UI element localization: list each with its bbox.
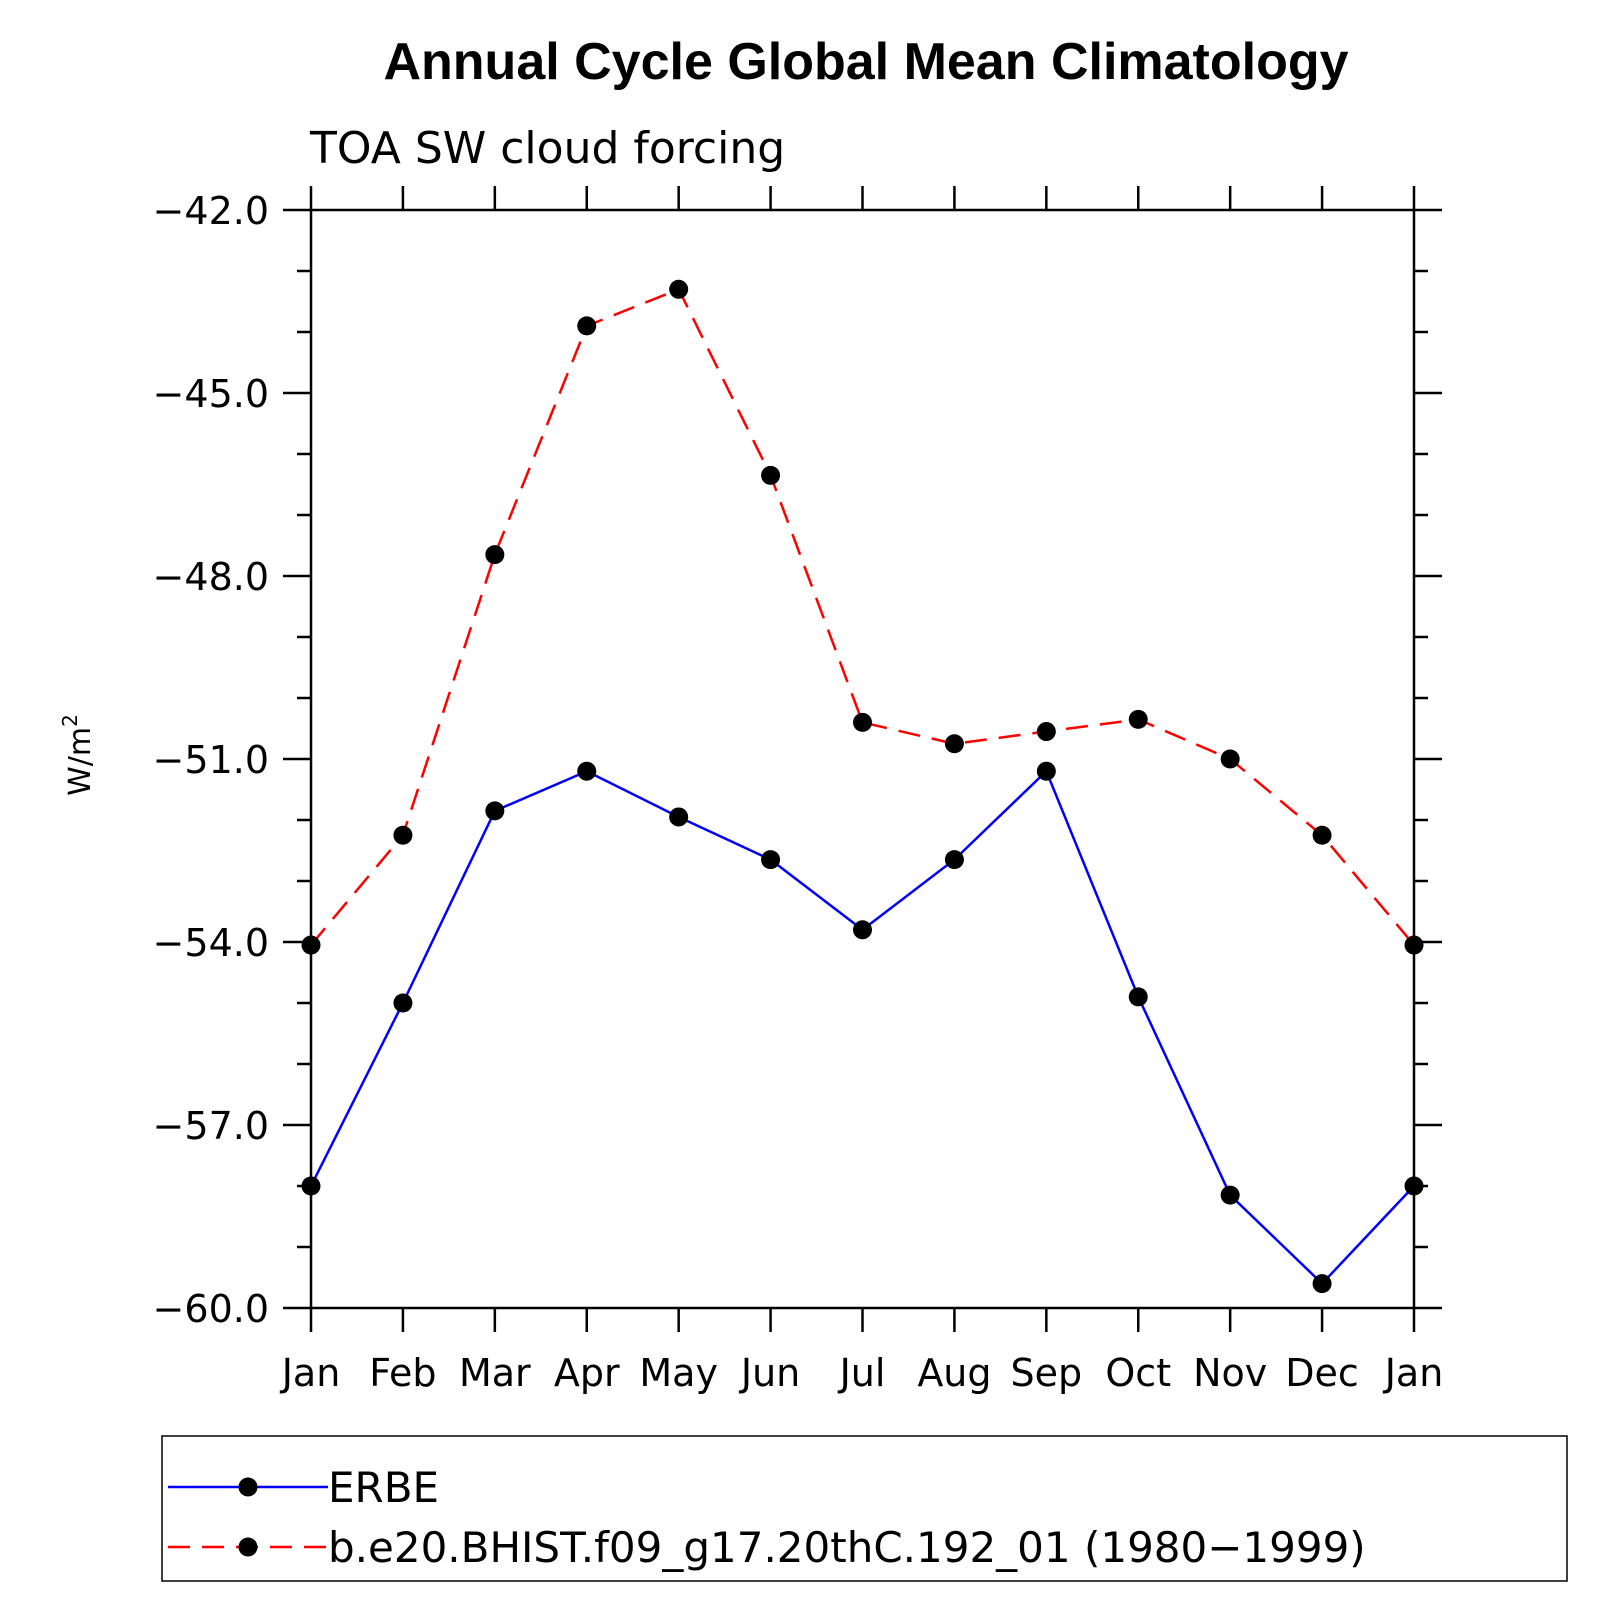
series-1-point: [1404, 1176, 1424, 1196]
series-1-point: [761, 850, 781, 870]
legend-box: [161, 1435, 1568, 1582]
x-tick-label: Aug: [917, 1351, 991, 1395]
x-tick-label: Jan: [1383, 1351, 1444, 1395]
series-2-point: [853, 712, 872, 732]
x-tick-label: Jan: [280, 1351, 341, 1395]
chart-subtitle: TOA SW cloud forcing: [309, 123, 785, 174]
series-1-point: [853, 920, 872, 940]
y-axis-label-superscript: 2: [58, 714, 82, 727]
y-axis-label: W/m: [63, 727, 98, 796]
y-tick-label: −54.0: [153, 921, 269, 965]
series-1-point: [577, 761, 597, 781]
x-tick-label: Apr: [554, 1351, 620, 1395]
series-line-1: [309, 769, 1415, 1286]
series-2-point: [577, 316, 597, 336]
y-tick-label: −45.0: [153, 372, 269, 416]
x-tick-label: Dec: [1285, 1351, 1359, 1395]
series-2-point: [1036, 722, 1056, 742]
svg-text:W/m2: W/m2: [58, 714, 98, 796]
legend-marker-1: [238, 1477, 258, 1497]
plot-frame: [309, 208, 1416, 1310]
y-axis-title: W/m2: [58, 714, 98, 796]
x-tick-label: Jul: [838, 1351, 886, 1395]
legend: ERBE b.e20.BHIST.f09_g17.20thC.192_01 (19…: [168, 1463, 1366, 1572]
series-2-point: [1312, 825, 1332, 845]
x-tick-label: Mar: [459, 1351, 531, 1395]
series-1-point: [669, 807, 689, 827]
series-2-point: [393, 825, 413, 845]
series-2-point: [669, 279, 689, 299]
legend-label-2: b.e20.BHIST.f09_g17.20thC.192_01 (1980−1…: [328, 1523, 1366, 1572]
series-1-point: [944, 850, 964, 870]
series-2-point: [301, 935, 321, 955]
y-tick-label: −57.0: [153, 1104, 269, 1148]
chart-title: Annual Cycle Global Mean Climatology: [383, 33, 1348, 91]
series-2-point: [485, 545, 505, 565]
series-1-point: [1128, 987, 1148, 1007]
y-tick-label: −51.0: [153, 738, 269, 782]
y-tick-label: −42.0: [153, 189, 269, 233]
series-1-point: [1036, 761, 1056, 781]
x-tick-label: May: [639, 1351, 718, 1395]
x-tick-label: Feb: [369, 1351, 436, 1395]
series-2-point: [1220, 749, 1240, 769]
series-1-point: [1220, 1185, 1240, 1205]
series-2-point: [1404, 935, 1424, 955]
series-1-point: [1312, 1274, 1332, 1294]
series-layer: [301, 279, 1424, 1294]
series-1-point: [301, 1176, 321, 1196]
series-1-point: [485, 801, 505, 821]
x-tick-label: Oct: [1105, 1351, 1171, 1395]
series-2-point: [761, 465, 781, 485]
legend-label-1: ERBE: [328, 1463, 439, 1512]
series-2-point: [1128, 709, 1148, 729]
series-1-point: [393, 993, 413, 1013]
y-tick-labels: −42.0 −45.0 −48.0 −51.0 −54.0 −57.0 −60.0: [153, 189, 269, 1331]
y-tick-label: −48.0: [153, 555, 269, 599]
x-tick-label: Nov: [1193, 1351, 1267, 1395]
x-tick-label: Sep: [1011, 1351, 1083, 1395]
series-2-point: [944, 734, 964, 754]
axis-ticks: [283, 186, 1442, 1332]
x-tick-labels: Jan Feb Mar Apr May Jun Jul Aug Sep Oct Nov Dec Jan: [280, 1351, 1444, 1395]
legend-marker-2: [238, 1537, 258, 1557]
x-tick-label: Jun: [739, 1351, 800, 1395]
y-tick-label: −60.0: [153, 1287, 269, 1331]
